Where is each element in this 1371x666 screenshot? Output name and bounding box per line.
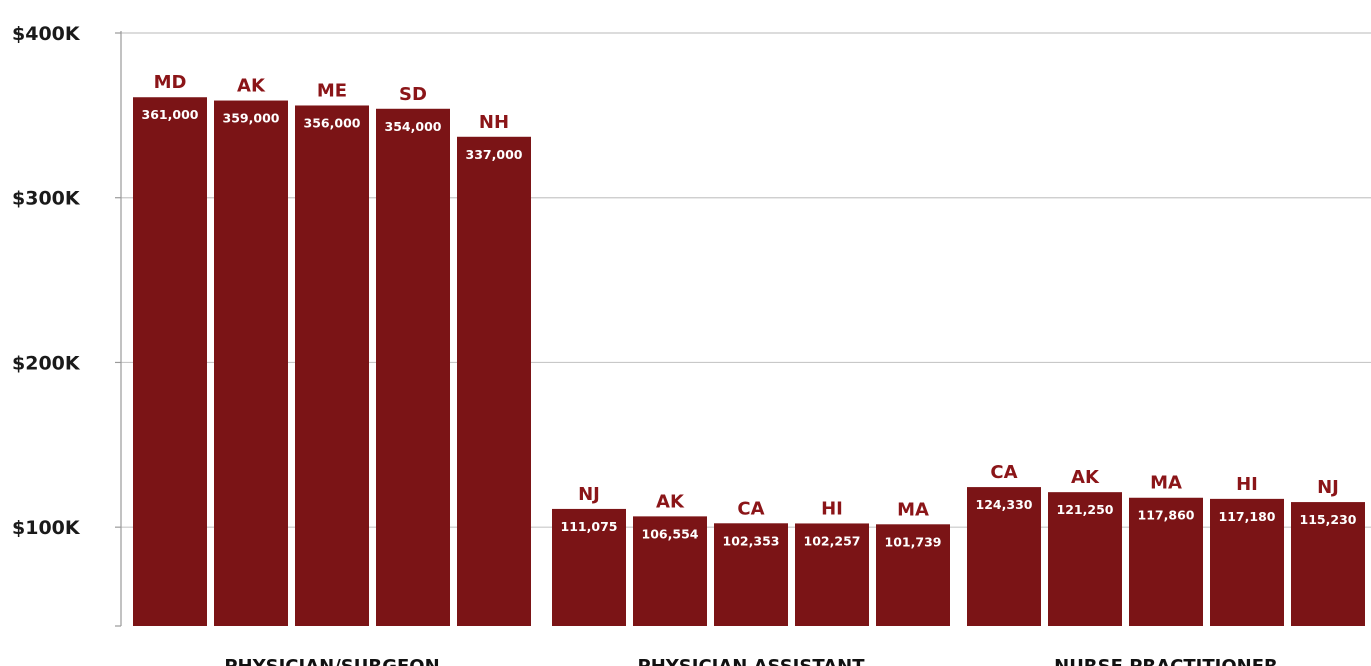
bar-state-label: ME <box>317 80 347 101</box>
bar-value-label: 361,000 <box>142 107 199 122</box>
category-label: NURSE PRACTITIONER <box>1054 656 1278 666</box>
bar <box>714 523 788 626</box>
bar-state-label: MD <box>154 72 187 93</box>
bar-state-label: HI <box>821 498 843 519</box>
bar-value-label: 111,075 <box>561 519 618 534</box>
y-tick-label: $300K <box>12 188 81 210</box>
bar <box>876 524 950 626</box>
bar-value-label: 115,230 <box>1300 512 1357 527</box>
bar-state-label: SD <box>399 84 427 105</box>
bar-value-label: 337,000 <box>466 147 523 162</box>
bar <box>1129 497 1203 626</box>
bar-state-label: AK <box>237 76 266 97</box>
bar <box>457 136 531 626</box>
bar-value-label: 106,554 <box>642 526 699 541</box>
bar-state-label: HI <box>1236 474 1258 495</box>
y-tick-label: $200K <box>12 352 81 374</box>
bar <box>795 523 869 626</box>
bar-state-label: NJ <box>578 484 600 505</box>
bar-state-label: CA <box>737 498 764 519</box>
bar-value-label: 121,250 <box>1057 502 1114 517</box>
bar <box>214 100 288 626</box>
bar-value-label: 102,257 <box>804 533 861 548</box>
bar <box>1291 502 1365 626</box>
bar-state-label: AK <box>1071 467 1100 488</box>
bar-state-label: CA <box>990 462 1017 483</box>
bar <box>295 105 369 626</box>
bar-value-label: 359,000 <box>223 111 280 126</box>
bar-value-label: 101,739 <box>885 534 942 549</box>
bar-value-label: 117,180 <box>1219 509 1276 524</box>
category-label: PHYSICIAN/SURGEON <box>224 656 439 666</box>
bar-value-label: 354,000 <box>385 119 442 134</box>
bar-state-label: MA <box>897 499 929 520</box>
bar <box>552 508 626 626</box>
bar-state-label: AK <box>656 491 685 512</box>
bar <box>633 516 707 626</box>
bar <box>376 108 450 627</box>
bar <box>133 97 207 626</box>
bar-value-label: 356,000 <box>304 115 361 130</box>
bar <box>1210 498 1284 626</box>
bar-state-label: NH <box>479 112 509 133</box>
y-tick-label: $400K <box>12 23 81 45</box>
bar-state-label: MA <box>1150 473 1182 494</box>
category-label: PHYSICIAN ASSISTANT <box>638 656 866 666</box>
bar-value-label: 102,353 <box>723 533 780 548</box>
bar-value-label: 117,860 <box>1138 508 1195 523</box>
y-tick-label: $100K <box>12 517 81 539</box>
bar-state-label: NJ <box>1317 477 1339 498</box>
bar <box>967 487 1041 626</box>
bar-value-label: 124,330 <box>976 497 1033 512</box>
bar <box>1048 492 1122 626</box>
